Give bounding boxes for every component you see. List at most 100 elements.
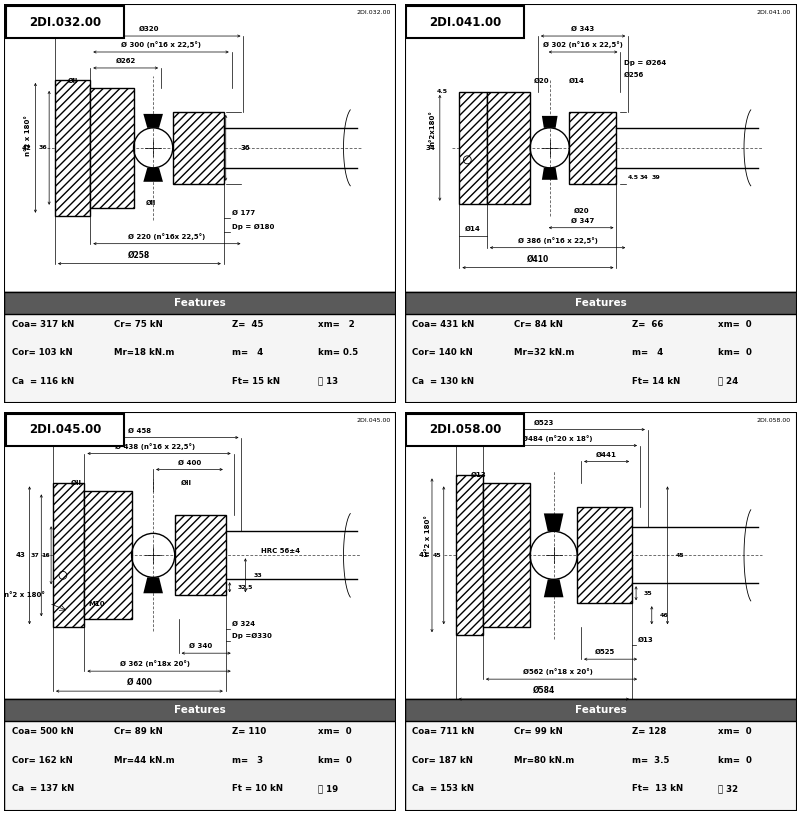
Bar (487, 92, 530, 204)
Text: 32,5: 32,5 (238, 585, 253, 590)
Text: Coa= 317 kN: Coa= 317 kN (12, 319, 74, 328)
Text: Ø410: Ø410 (527, 254, 549, 264)
Text: m=  3.5: m= 3.5 (632, 756, 670, 764)
Bar (460, 92, 487, 204)
Text: Cor= 162 kN: Cor= 162 kN (12, 756, 73, 764)
Text: Ø 177: Ø 177 (231, 209, 255, 216)
Text: ⛷ 13: ⛷ 13 (318, 377, 338, 385)
Bar (456, 475, 483, 635)
Text: 43: 43 (16, 553, 26, 558)
Text: Mr=18 kN.m: Mr=18 kN.m (114, 348, 175, 357)
Text: Ø 340: Ø 340 (188, 643, 212, 650)
Text: Ø256: Ø256 (624, 72, 645, 78)
Text: 34: 34 (640, 174, 649, 180)
Text: Ø 343: Ø 343 (571, 26, 594, 32)
Text: km=  0: km= 0 (718, 756, 752, 764)
Bar (483, 483, 530, 628)
Text: Cr= 89 kN: Cr= 89 kN (114, 727, 163, 736)
Text: Ø 438 (n°16 x 22,5°): Ø 438 (n°16 x 22,5°) (115, 443, 195, 450)
Bar (406, 6, 524, 38)
Text: 2DI.032.00: 2DI.032.00 (356, 10, 391, 15)
Bar (6, 413, 123, 446)
Text: Ø584: Ø584 (533, 686, 555, 695)
Bar (405, 699, 797, 811)
Text: n°2 x 180°: n°2 x 180° (25, 116, 30, 156)
Bar (4, 292, 396, 403)
Polygon shape (541, 168, 557, 180)
Text: Ø13: Ø13 (638, 637, 654, 643)
Text: Ø14: Ø14 (465, 226, 481, 231)
Text: Ø20: Ø20 (574, 208, 589, 214)
Text: Ø441: Ø441 (596, 452, 617, 457)
Text: Øll: Øll (146, 200, 156, 205)
Text: Ø523: Ø523 (533, 420, 554, 425)
Text: Coa= 500 kN: Coa= 500 kN (12, 727, 74, 736)
Text: Mr=44 kN.m: Mr=44 kN.m (114, 756, 175, 764)
Text: 2DI.041.00: 2DI.041.00 (757, 10, 791, 15)
Text: Ft = 10 kN: Ft = 10 kN (231, 784, 283, 793)
Text: Ø262: Ø262 (115, 58, 136, 64)
Text: M10: M10 (88, 601, 105, 607)
Text: Cor= 140 kN: Cor= 140 kN (413, 348, 473, 357)
Text: 2DI.045.00: 2DI.045.00 (356, 417, 391, 422)
Text: 16: 16 (41, 553, 50, 557)
Polygon shape (544, 579, 563, 597)
Bar (55, 80, 91, 216)
Text: Øll: Øll (181, 479, 192, 486)
Polygon shape (143, 168, 163, 182)
Text: 39: 39 (652, 174, 661, 180)
Text: Dp = Ø264: Dp = Ø264 (624, 59, 666, 66)
Text: Features: Features (575, 297, 626, 307)
Text: Ca  = 137 kN: Ca = 137 kN (12, 784, 74, 793)
Text: Mr=32 kN.m: Mr=32 kN.m (514, 348, 575, 357)
Bar (6, 6, 123, 38)
Text: xm=  0: xm= 0 (718, 727, 752, 736)
Text: Ft=  13 kN: Ft= 13 kN (632, 784, 683, 793)
Text: 36: 36 (240, 145, 250, 151)
Bar (405, 292, 797, 314)
Text: Dp = Ø180: Dp = Ø180 (231, 223, 274, 230)
Polygon shape (143, 114, 163, 128)
Text: xm=  0: xm= 0 (318, 727, 352, 736)
Text: ⛷ 24: ⛷ 24 (718, 377, 739, 385)
Text: Ø20: Ø20 (534, 78, 549, 84)
Text: Ø 400: Ø 400 (127, 678, 152, 687)
Bar (4, 292, 396, 314)
Text: 45: 45 (433, 553, 442, 557)
Text: Øll: Øll (67, 78, 78, 84)
Text: 41: 41 (418, 553, 428, 558)
Text: Features: Features (575, 705, 626, 715)
Text: 37: 37 (30, 553, 39, 557)
Text: xm=  0: xm= 0 (718, 319, 752, 328)
Text: 34: 34 (426, 145, 436, 151)
Text: Ø 300 (n°16 x 22,5°): Ø 300 (n°16 x 22,5°) (121, 41, 201, 48)
Text: m=   4: m= 4 (632, 348, 663, 357)
Text: 2DI.058.00: 2DI.058.00 (757, 417, 791, 422)
Text: ⛷ 19: ⛷ 19 (318, 784, 338, 793)
Bar (4, 699, 396, 811)
Polygon shape (544, 513, 563, 531)
Text: Ø 347: Ø 347 (571, 218, 594, 223)
Text: km=  0: km= 0 (718, 348, 752, 357)
Text: Ø562 (n°18 x 20°): Ø562 (n°18 x 20°) (522, 668, 593, 675)
Text: Features: Features (175, 705, 226, 715)
Text: Ca  = 130 kN: Ca = 130 kN (413, 377, 474, 385)
Text: Ø13: Ø13 (471, 471, 487, 478)
Text: m=   4: m= 4 (231, 348, 263, 357)
Text: Z= 128: Z= 128 (632, 727, 666, 736)
Text: Mr=80 kN.m: Mr=80 kN.m (514, 756, 574, 764)
Text: Øll: Øll (71, 479, 83, 486)
Bar (173, 112, 223, 184)
Text: Dp =Ø330: Dp =Ø330 (231, 633, 272, 639)
Text: Cr= 75 kN: Cr= 75 kN (114, 319, 163, 328)
Text: Ø 220 (n°16x 22,5°): Ø 220 (n°16x 22,5°) (128, 233, 206, 240)
Text: xm=   2: xm= 2 (318, 319, 355, 328)
Text: Ø320: Ø320 (139, 26, 159, 32)
Text: Ø484 (n°20 x 18°): Ø484 (n°20 x 18°) (522, 434, 593, 442)
Text: Ø 400: Ø 400 (178, 460, 201, 465)
Text: Ø525: Ø525 (594, 650, 615, 655)
Text: Cr= 84 kN: Cr= 84 kN (514, 319, 563, 328)
Bar (175, 515, 226, 595)
Text: m=   3: m= 3 (231, 756, 263, 764)
Text: Cor= 103 kN: Cor= 103 kN (12, 348, 72, 357)
